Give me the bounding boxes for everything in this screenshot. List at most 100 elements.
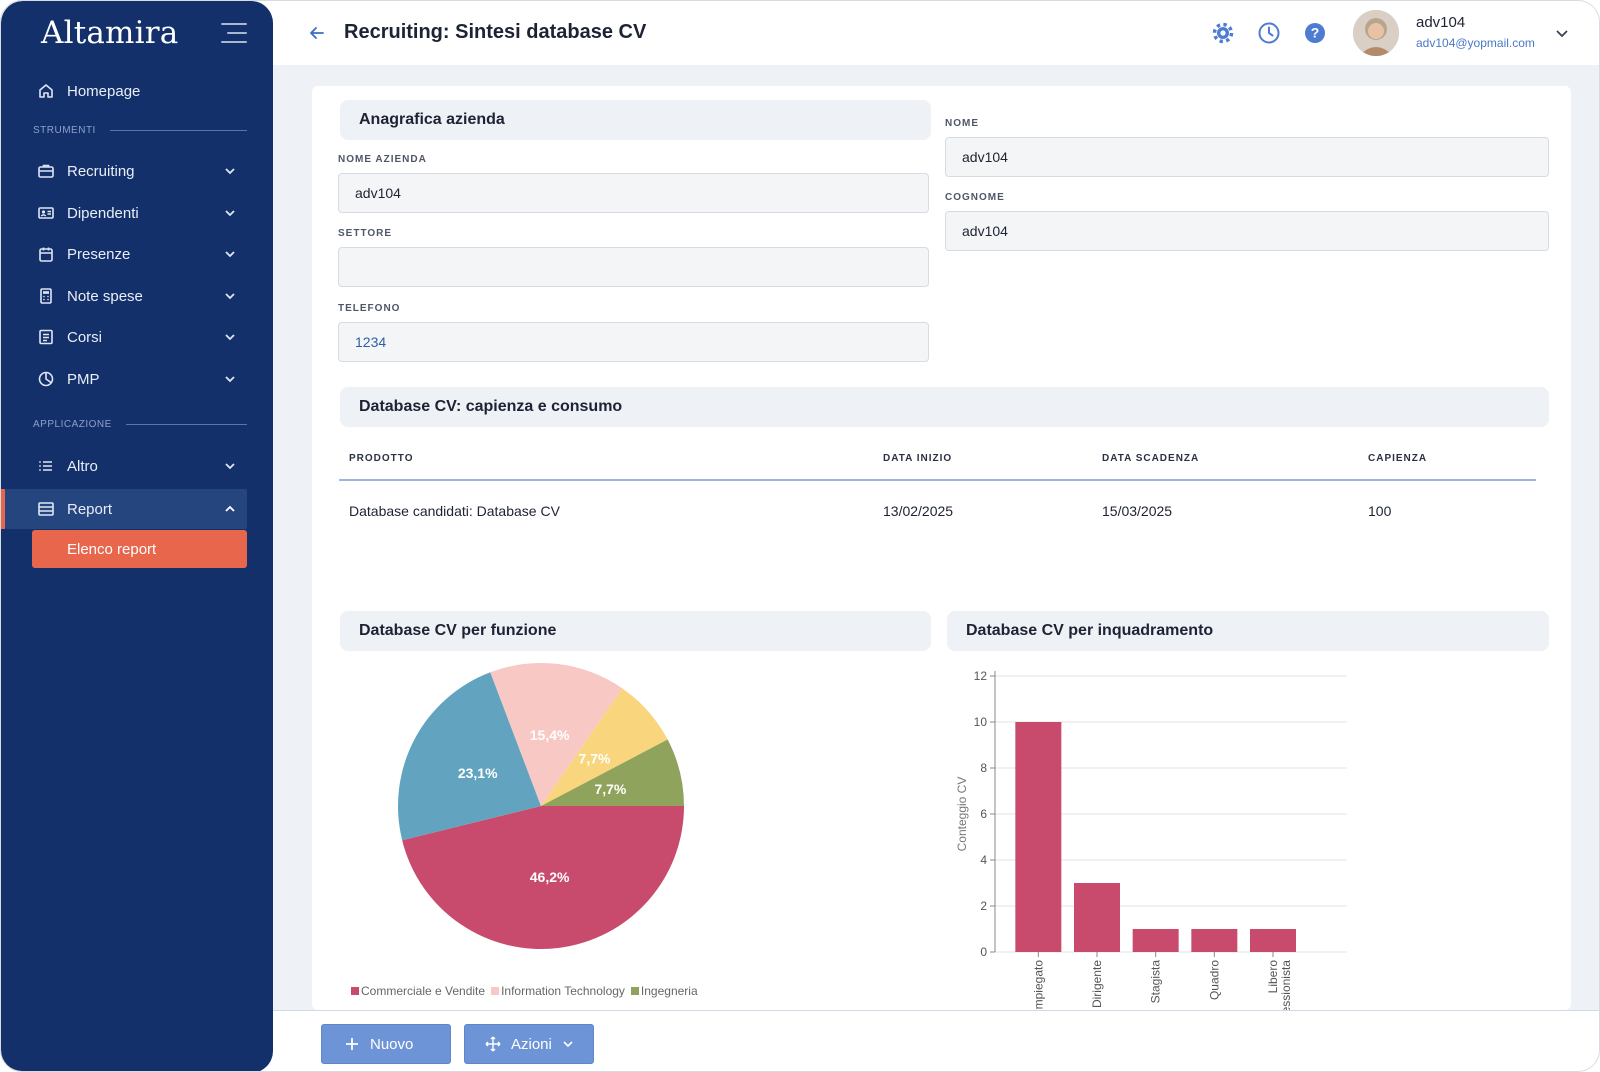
- y-tick-label: 4: [980, 853, 987, 867]
- sidebar-item-corsi[interactable]: Corsi: [1, 317, 273, 357]
- sidebar-item-report[interactable]: Report: [5, 489, 247, 529]
- column-header-prodotto: PRODOTTO: [349, 453, 414, 464]
- table-cell-data-inizio: 13/02/2025: [883, 503, 954, 519]
- y-tick-label: 2: [980, 899, 987, 913]
- sidebar-item-label: Corsi: [67, 328, 103, 346]
- y-tick-label: 6: [980, 807, 987, 821]
- section-label-tools: STRUMENTI: [33, 125, 247, 136]
- last-name-field[interactable]: adv104: [945, 211, 1549, 251]
- report-icon: [37, 500, 55, 518]
- table-header-divider: [339, 479, 1536, 481]
- table-cell-data-scadenza: 15/03/2025: [1102, 503, 1173, 519]
- pie-slice-label: 7,7%: [579, 751, 611, 767]
- calculator-icon: [37, 287, 55, 305]
- legend-item: Ingegneria: [630, 984, 698, 998]
- sidebar-subitem-elenco-report[interactable]: Elenco report: [32, 530, 247, 568]
- table-cell-prodotto: Database candidati: Database CV: [349, 503, 560, 519]
- sidebar-item-presenze[interactable]: Presenze: [1, 234, 273, 274]
- pie-slice-label: 23,1%: [458, 765, 498, 781]
- sidebar-item-dipendenti[interactable]: Dipendenti: [1, 193, 273, 233]
- bar: [1015, 722, 1062, 952]
- sidebar-item-label: Dipendenti: [67, 204, 139, 222]
- chevron-down-icon: [225, 168, 235, 175]
- id-card-icon: [37, 204, 55, 222]
- x-tick-label: Quadro: [1207, 960, 1221, 1000]
- sidebar-item-label: Recruiting: [67, 162, 135, 180]
- pie-slice: [541, 688, 668, 806]
- label-telefono: TELEFONO: [338, 303, 401, 314]
- chevron-down-icon: [563, 1041, 573, 1048]
- y-tick-label: 8: [980, 761, 987, 775]
- sidebar-item-note-spese[interactable]: Note spese: [1, 276, 273, 316]
- sidebar: Altamira Homepage STRUMENTI Recruiting D…: [1, 1, 273, 1071]
- calendar-icon: [37, 245, 55, 263]
- bar-chart: 0 2 4 6 8 10 12 Conteggio CV Impiegato Dirigente S…: [955, 669, 1347, 1010]
- legend-label: Ingegneria: [640, 984, 698, 998]
- page-title: Recruiting: Sintesi database CV: [344, 21, 647, 43]
- chevron-up-icon: [225, 505, 235, 512]
- chevron-down-icon: [225, 210, 235, 217]
- home-icon: [37, 82, 55, 100]
- actions-button[interactable]: Azioni: [464, 1024, 594, 1064]
- new-button-label: Nuovo: [370, 1035, 414, 1053]
- x-tick-label: Dirigente: [1090, 960, 1104, 1008]
- table-cell-capienza: 100: [1368, 503, 1392, 519]
- top-header: Recruiting: Sintesi database CV ? adv104…: [273, 1, 1599, 65]
- pie-slice: [402, 806, 684, 949]
- company-name-field[interactable]: adv104: [338, 173, 929, 213]
- y-tick-label: 10: [974, 715, 988, 729]
- chart-header-bar: Database CV per inquadramento: [947, 611, 1549, 651]
- bar: [1250, 929, 1296, 952]
- gear-icon[interactable]: [1211, 21, 1235, 45]
- sidebar-item-label: Presenze: [67, 245, 131, 263]
- sidebar-item-pmp[interactable]: PMP: [1, 359, 273, 399]
- section-header-company: Anagrafica azienda: [340, 100, 931, 140]
- bar: [1132, 929, 1179, 952]
- pie-chart-icon: [37, 370, 55, 388]
- label-nome: NOME: [945, 118, 979, 129]
- move-icon: [485, 1036, 501, 1052]
- chart-header-pie: Database CV per funzione: [340, 611, 931, 651]
- user-email: adv104@yopmail.com: [1416, 36, 1535, 50]
- label-settore: SETTORE: [338, 228, 393, 239]
- sidebar-item-homepage[interactable]: Homepage: [1, 71, 273, 111]
- app-logo: Altamira: [41, 15, 179, 51]
- section-label-app: APPLICAZIONE: [33, 419, 247, 430]
- svg-text:?: ?: [1311, 25, 1320, 41]
- phone-field[interactable]: 1234: [338, 322, 929, 362]
- sidebar-item-label: Altro: [67, 457, 98, 475]
- active-indicator: [1, 489, 5, 529]
- actions-button-label: Azioni: [511, 1035, 552, 1053]
- column-header-capienza: CAPIENZA: [1368, 453, 1428, 464]
- legend-item: Commerciale e Vendite: [351, 984, 485, 998]
- y-axis-label: Conteggio CV: [955, 777, 969, 852]
- y-tick-label: 12: [974, 669, 988, 683]
- sidebar-item-altro[interactable]: Altro: [1, 446, 273, 486]
- user-name: adv104: [1416, 14, 1466, 31]
- first-name-field[interactable]: adv104: [945, 137, 1549, 177]
- pie-slice-label: 46,2%: [530, 869, 570, 885]
- pie-slice: [541, 739, 684, 806]
- avatar[interactable]: [1353, 10, 1399, 56]
- y-tick-label: 0: [980, 945, 987, 959]
- column-header-data-inizio: DATA INIZIO: [883, 453, 953, 464]
- chevron-down-icon[interactable]: [1554, 25, 1570, 41]
- legend-label: Commerciale e Vendite: [361, 984, 486, 998]
- pie-slice-label: 7,7%: [594, 781, 626, 797]
- clock-icon[interactable]: [1257, 21, 1281, 45]
- label-cognome: COGNOME: [945, 192, 1005, 203]
- sector-field[interactable]: [338, 247, 929, 287]
- book-icon: [37, 328, 55, 346]
- action-bar: Nuovo Azioni: [273, 1010, 1599, 1071]
- list-icon: [37, 457, 55, 475]
- sidebar-item-recruiting[interactable]: Recruiting: [1, 151, 273, 191]
- help-icon[interactable]: ?: [1303, 21, 1327, 45]
- pie-slice: [490, 663, 623, 806]
- legend-label: Information Technology: [501, 984, 625, 998]
- briefcase-icon: [37, 162, 55, 180]
- menu-toggle-icon[interactable]: [221, 23, 247, 43]
- back-arrow-icon[interactable]: [307, 23, 327, 43]
- new-button[interactable]: Nuovo: [321, 1024, 451, 1064]
- section-label-text: STRUMENTI: [33, 125, 96, 136]
